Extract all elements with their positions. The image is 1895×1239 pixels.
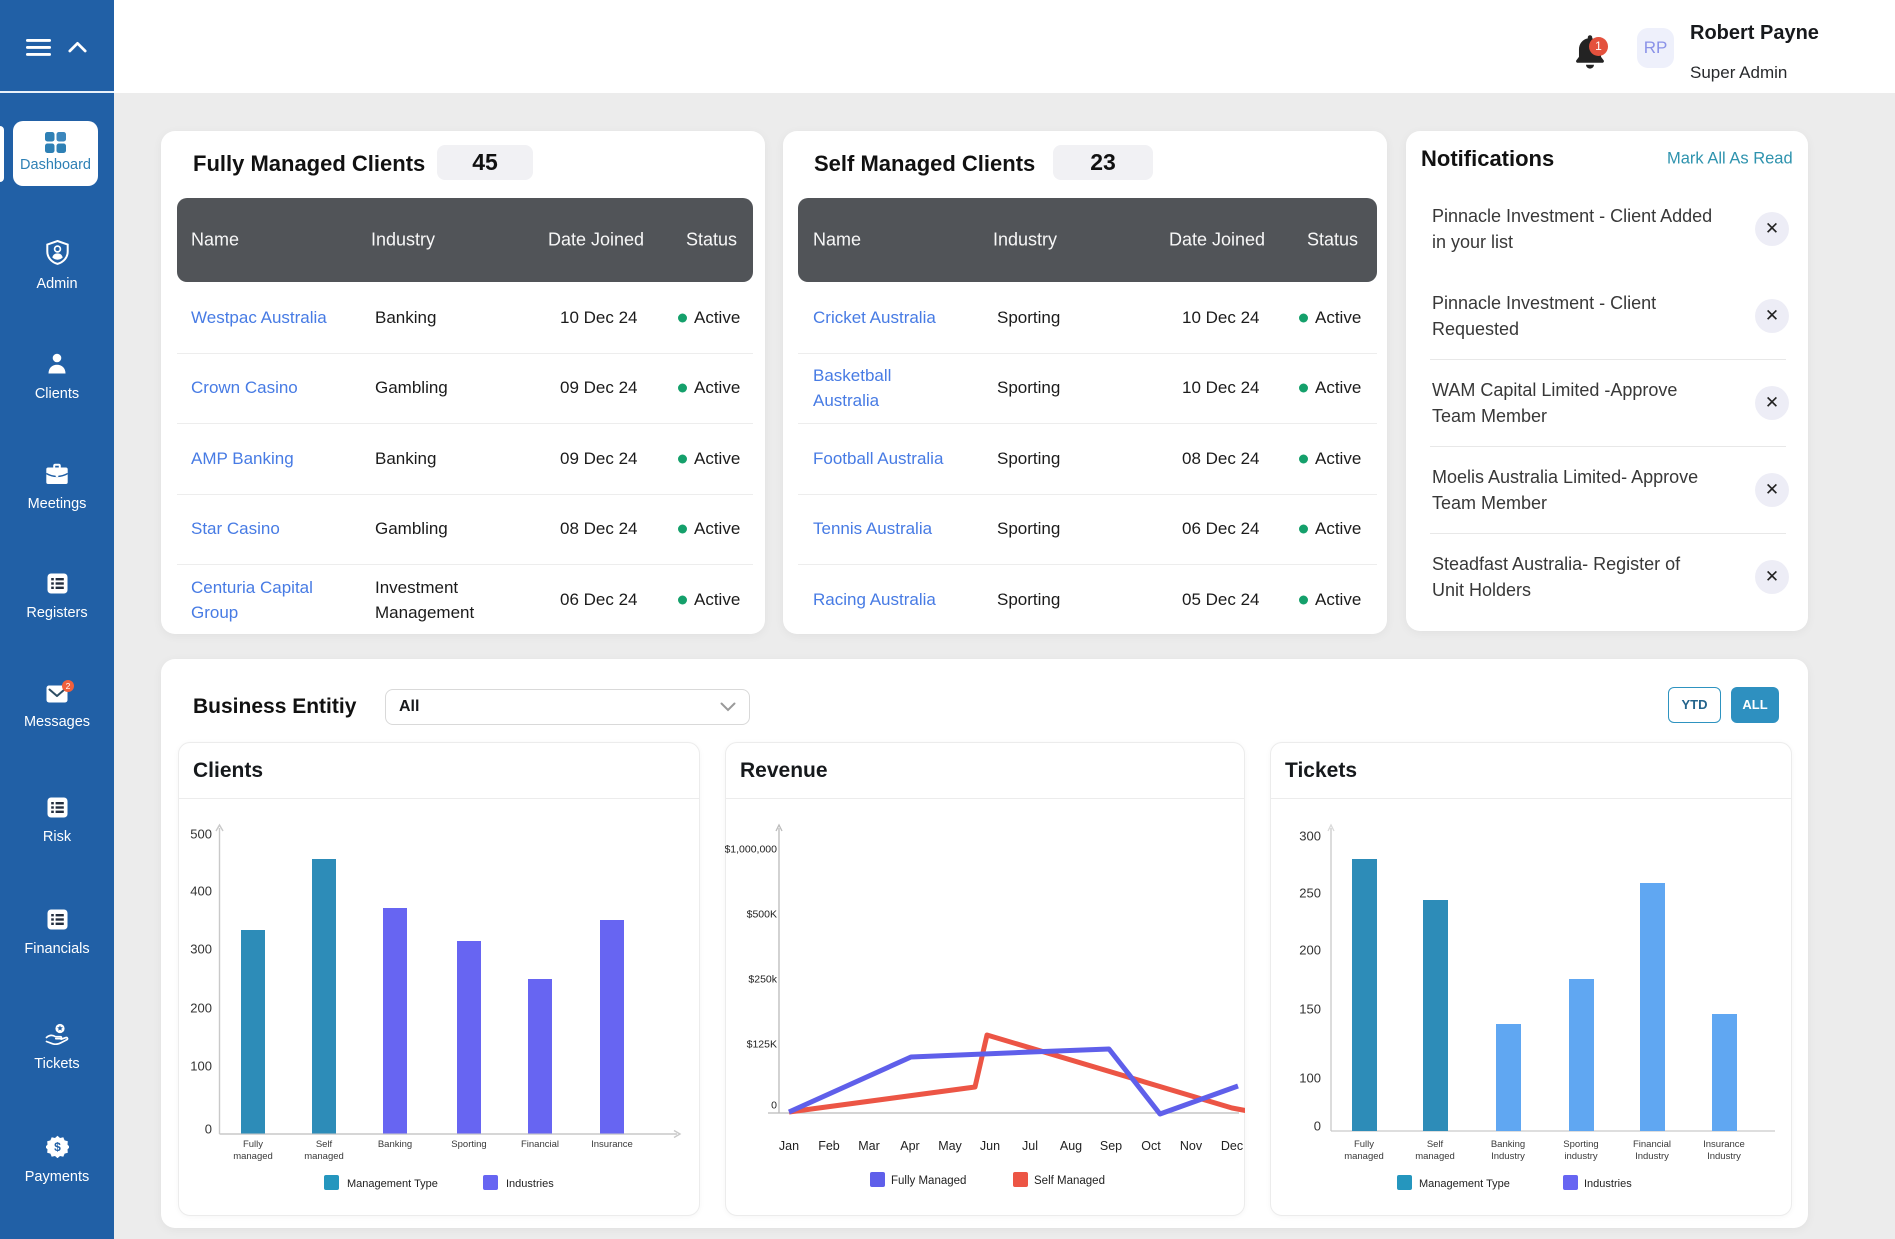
svg-text:$250k: $250k: [748, 974, 777, 986]
svg-text:0: 0: [205, 1122, 212, 1137]
svg-text:Fully: Fully: [1354, 1139, 1374, 1150]
svg-text:Banking: Banking: [1491, 1139, 1525, 1150]
svg-text:Management Type: Management Type: [1419, 1178, 1510, 1190]
svg-text:400: 400: [190, 884, 212, 899]
svg-text:managed: managed: [304, 1151, 344, 1162]
svg-text:Insurance: Insurance: [1703, 1139, 1745, 1150]
svg-text:300: 300: [190, 942, 212, 957]
svg-text:Self: Self: [1427, 1139, 1444, 1150]
svg-text:Industry: Industry: [1707, 1151, 1741, 1162]
svg-text:100: 100: [1299, 1071, 1321, 1086]
svg-text:Oct: Oct: [1141, 1139, 1161, 1153]
svg-text:Nov: Nov: [1180, 1139, 1203, 1153]
svg-text:managed: managed: [1344, 1151, 1384, 1162]
svg-text:Feb: Feb: [818, 1139, 840, 1153]
svg-text:200: 200: [190, 1001, 212, 1016]
svg-text:Self Managed: Self Managed: [1034, 1175, 1105, 1187]
svg-text:Industries: Industries: [1584, 1178, 1632, 1190]
svg-text:Apr: Apr: [900, 1139, 919, 1153]
svg-text:$500K: $500K: [747, 909, 777, 921]
svg-text:industry: industry: [1564, 1151, 1598, 1162]
svg-text:managed: managed: [1415, 1151, 1455, 1162]
svg-text:100: 100: [190, 1059, 212, 1074]
svg-text:Insurance: Insurance: [591, 1139, 633, 1150]
svg-text:500: 500: [190, 827, 212, 842]
svg-text:Financial: Financial: [521, 1139, 559, 1150]
svg-text:$: $: [54, 1140, 61, 1154]
svg-text:Jan: Jan: [779, 1139, 799, 1153]
svg-text:Mar: Mar: [858, 1139, 880, 1153]
svg-text:Industry: Industry: [1635, 1151, 1669, 1162]
svg-text:Industries: Industries: [506, 1178, 554, 1190]
svg-text:managed: managed: [233, 1151, 273, 1162]
svg-text:Banking: Banking: [378, 1139, 412, 1150]
svg-text:250: 250: [1299, 886, 1321, 901]
svg-text:Dec: Dec: [1221, 1139, 1243, 1153]
svg-text:$1,000,000: $1,000,000: [725, 844, 777, 856]
svg-text:Management Type: Management Type: [347, 1178, 438, 1190]
svg-text:Jun: Jun: [980, 1139, 1000, 1153]
svg-text:Jul: Jul: [1022, 1139, 1038, 1153]
svg-text:0: 0: [771, 1100, 777, 1112]
svg-text:0: 0: [1314, 1119, 1321, 1134]
svg-text:300: 300: [1299, 829, 1321, 844]
svg-text:Fully Managed: Fully Managed: [891, 1175, 966, 1187]
svg-text:Fully: Fully: [243, 1139, 263, 1150]
svg-text:Self: Self: [316, 1139, 333, 1150]
svg-text:Financial: Financial: [1633, 1139, 1671, 1150]
svg-text:Sporting: Sporting: [451, 1139, 486, 1150]
svg-text:Sep: Sep: [1100, 1139, 1122, 1153]
svg-text:150: 150: [1299, 1002, 1321, 1017]
svg-text:$125K: $125K: [747, 1039, 777, 1051]
svg-text:Sporting: Sporting: [1563, 1139, 1598, 1150]
svg-text:200: 200: [1299, 943, 1321, 958]
svg-text:May: May: [938, 1139, 962, 1153]
svg-text:Aug: Aug: [1060, 1139, 1082, 1153]
svg-text:Industry: Industry: [1491, 1151, 1525, 1162]
